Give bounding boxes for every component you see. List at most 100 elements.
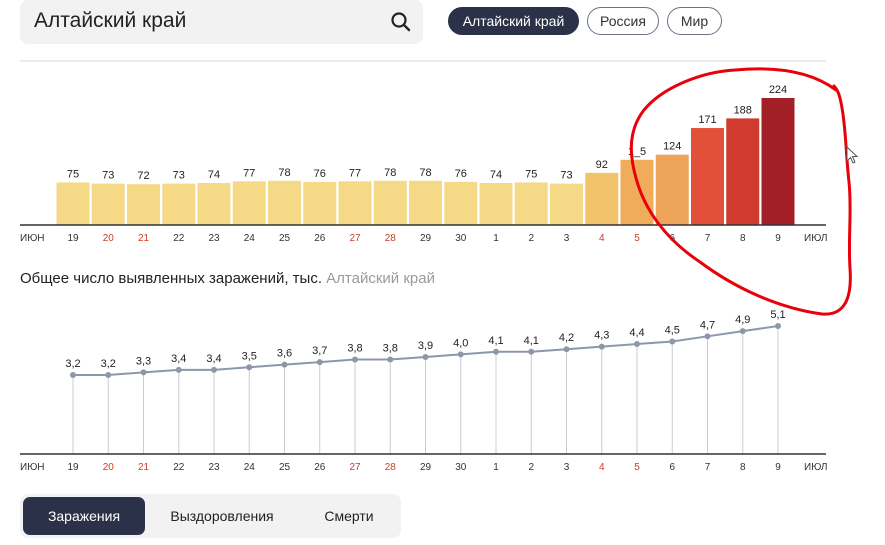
daily-bar (409, 180, 442, 225)
x-tick-label: 24 (244, 233, 256, 244)
daily-bar-value-label: 77 (243, 167, 255, 179)
x-tick-label: 7 (705, 462, 711, 473)
region-search-value[interactable]: Алтайский край (34, 9, 187, 32)
region-tab-russia[interactable]: Россия (587, 7, 659, 35)
x-tick-label: 29 (420, 462, 432, 473)
search-icon[interactable] (389, 10, 413, 34)
total-cases-value-label: 4,0 (453, 337, 468, 349)
x-tick-label: 28 (385, 462, 397, 473)
total-cases-value-label: 3,8 (347, 343, 362, 355)
total-cases-point (211, 366, 217, 373)
tab-recoveries[interactable]: Выздоровления (170, 508, 274, 524)
daily-bar-value-label: 171 (698, 114, 716, 126)
x-tick-label: 1 (493, 462, 499, 473)
total-cases-point (775, 323, 781, 329)
x-tick-label: 9 (775, 233, 781, 244)
daily-bar-value-label: 224 (769, 84, 787, 96)
x-tick-label: 2 (528, 462, 534, 473)
daily-bar-value-label: 75 (525, 168, 537, 180)
daily-bar-value-label: 74 (208, 169, 220, 181)
daily-bar-value-label: 78 (278, 167, 290, 179)
total-cases-value-label: 3,9 (418, 340, 433, 352)
x-tick-label: 19 (67, 233, 79, 244)
total-cases-value-label: 3,4 (171, 353, 186, 365)
x-tick-label: 1 (493, 233, 499, 244)
region-tab-altai[interactable]: Алтайский край (448, 7, 579, 35)
total-cases-point (140, 369, 147, 376)
tab-deaths[interactable]: Смерти (324, 508, 374, 524)
total-cases-point (457, 351, 464, 358)
daily-bar (726, 118, 760, 225)
x-axis-end-label: ИЮЛ (804, 462, 827, 473)
total-cases-value-label: 4,2 (559, 332, 574, 344)
x-tick-label: 25 (279, 233, 291, 244)
daily-bar (268, 180, 301, 225)
x-axis-start-label: ИЮН (20, 233, 45, 244)
daily-bar (620, 159, 654, 225)
daily-bar-value-label: 92 (596, 159, 608, 171)
total-cases-point (281, 361, 288, 368)
daily-bar (162, 183, 196, 225)
total-cases-point (387, 356, 394, 363)
x-tick-label: 20 (103, 462, 115, 473)
total-cases-title-text: Общее число выявленных заражений, тыс. (20, 270, 322, 287)
x-axis-start-label: ИЮН (20, 462, 45, 473)
total-cases-point (316, 359, 323, 366)
daily-bar (127, 184, 160, 225)
daily-bar (197, 183, 231, 225)
x-tick-label: 22 (173, 233, 185, 244)
total-cases-value-label: 3,2 (65, 358, 80, 370)
x-tick-label: 3 (564, 462, 570, 473)
daily-bar-value-label: 73 (102, 170, 114, 182)
daily-bar-value-label: 75 (67, 168, 79, 180)
x-tick-label: 5 (634, 233, 640, 244)
total-cases-point (598, 343, 605, 350)
total-cases-value-label: 3,5 (242, 350, 257, 362)
metric-tabs: Заражения Выздоровления Смерти (20, 494, 401, 538)
total-cases-point (493, 348, 499, 355)
x-tick-label: 24 (244, 462, 256, 473)
x-tick-label: 8 (740, 462, 746, 473)
total-cases-value-label: 3,6 (277, 348, 292, 360)
x-tick-label: 29 (420, 233, 432, 244)
x-tick-label: 27 (349, 462, 361, 473)
daily-bar-value-label: 73 (560, 170, 572, 182)
total-cases-point (352, 356, 358, 363)
x-tick-label: 19 (67, 462, 79, 473)
x-axis-end-label: ИЮЛ (804, 233, 827, 244)
daily-bar-value-label: 188 (734, 104, 752, 116)
region-search-field[interactable]: Алтайский край (20, 0, 423, 44)
daily-bar (303, 181, 337, 225)
daily-bar (91, 183, 125, 225)
daily-bar (479, 183, 513, 225)
total-cases-chart-title: Общее число выявленных заражений, тыс. А… (20, 270, 435, 287)
x-tick-label: 4 (599, 233, 605, 244)
daily-bar-value-label: 73 (173, 170, 185, 182)
daily-bar (338, 181, 372, 225)
daily-bar-value-label: 76 (455, 168, 467, 180)
daily-bar-value-label: 124 (663, 141, 681, 153)
x-tick-label: 4 (599, 462, 605, 473)
total-cases-value-label: 4,3 (594, 330, 609, 342)
daily-bar (232, 181, 266, 225)
x-tick-label: 9 (775, 462, 781, 473)
total-cases-point (739, 328, 746, 335)
total-cases-value-label: 4,7 (700, 319, 715, 331)
tab-infections[interactable]: Заражения (23, 497, 145, 535)
total-cases-point (669, 338, 676, 345)
daily-bar-value-label: 78 (419, 167, 431, 179)
x-tick-label: 23 (208, 462, 220, 473)
x-tick-label: 23 (208, 233, 220, 244)
region-tab-world[interactable]: Мир (667, 7, 722, 35)
daily-bar (761, 98, 795, 225)
daily-bar-value-label: 76 (314, 168, 326, 180)
total-cases-value-label: 4,1 (524, 335, 539, 347)
daily-bar (514, 182, 548, 225)
daily-bar-value-label: 74 (490, 169, 502, 181)
x-tick-label: 2 (528, 233, 534, 244)
x-tick-label: 21 (138, 462, 150, 473)
x-tick-label: 30 (455, 462, 467, 473)
total-cases-value-label: 4,1 (488, 335, 503, 347)
total-cases-point (105, 372, 112, 378)
